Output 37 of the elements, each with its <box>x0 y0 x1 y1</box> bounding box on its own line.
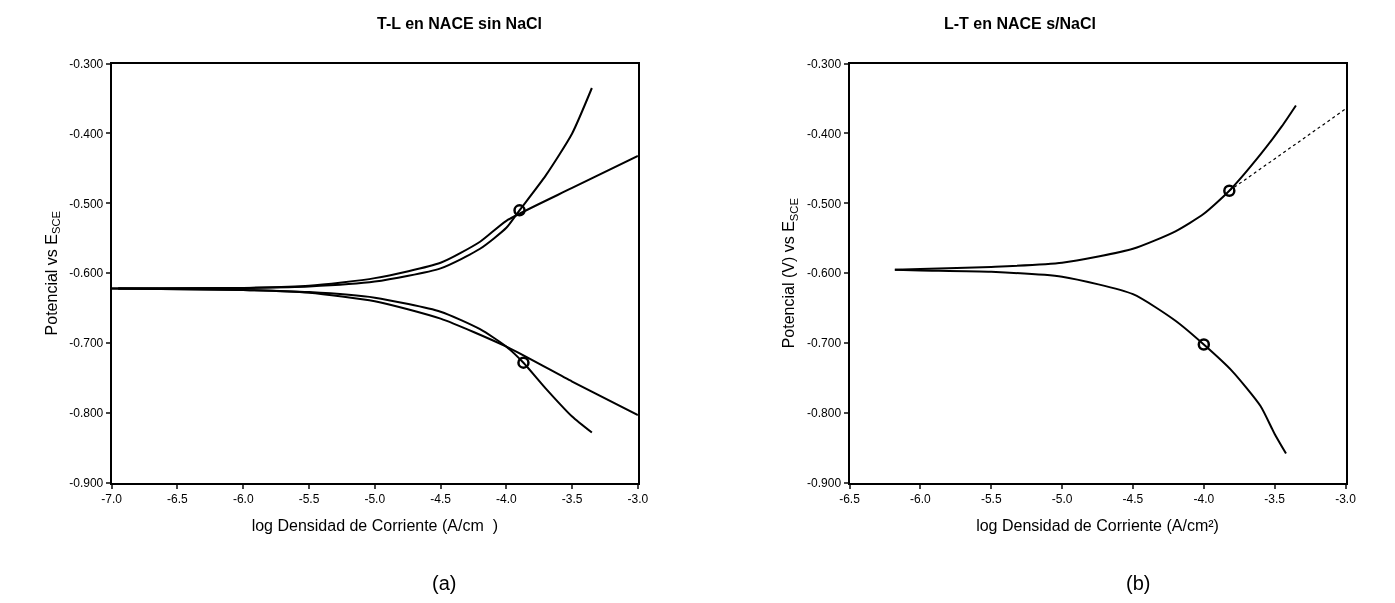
x-tick-label: -4.5 <box>1122 492 1144 507</box>
x-tick-label: -3.0 <box>1335 492 1357 507</box>
x-tick-label: -5.0 <box>1051 492 1073 507</box>
y-tick-label: -0.800 <box>69 406 104 421</box>
y-tick-label: -0.500 <box>69 196 104 211</box>
x-tick-label: -3.0 <box>627 492 649 507</box>
x-tick-label: -6.5 <box>839 492 861 507</box>
x-tick-label: -5.5 <box>980 492 1002 507</box>
text: (a) <box>432 572 457 594</box>
x-tick-label: -5.0 <box>364 492 386 507</box>
y-tick-label: -0.700 <box>807 336 842 351</box>
x-tick-label: -4.0 <box>1193 492 1215 507</box>
x-axis-title: log Densidad de Corriente (A/cm²) <box>976 516 1219 534</box>
y-tick-label: -0.600 <box>69 266 104 281</box>
y-tick-label: -0.900 <box>807 476 842 491</box>
chart-title: T-L en NACE sin NaCl <box>377 15 543 32</box>
y-tick-label: -0.400 <box>69 126 104 141</box>
x-tick-label: -4.0 <box>496 492 518 507</box>
y-tick-label: -0.700 <box>69 336 104 351</box>
y-tick-label: -0.300 <box>69 56 104 71</box>
y-tick-label: -0.500 <box>807 196 842 211</box>
y-tick-label: -0.400 <box>807 126 842 141</box>
chart-title: L-T en NACE s/NaCl <box>944 15 1097 32</box>
x-tick-label: -3.5 <box>561 492 583 507</box>
x-tick-label: -4.5 <box>430 492 452 507</box>
y-tick-label: -0.300 <box>807 56 842 71</box>
x-tick-label: -6.5 <box>167 492 189 507</box>
x-tick-label: -5.5 <box>298 492 320 507</box>
x-axis-title: log Densidad de Corriente (A/cm ) <box>251 516 498 534</box>
x-tick-label: -6.0 <box>232 492 254 507</box>
y-tick-label: -0.900 <box>69 476 104 491</box>
text: (b) <box>1126 572 1151 594</box>
x-tick-label: -7.0 <box>101 492 123 507</box>
x-tick-label: -3.5 <box>1264 492 1286 507</box>
x-tick-label: -6.0 <box>910 492 932 507</box>
y-tick-label: -0.600 <box>807 266 842 281</box>
y-tick-label: -0.800 <box>807 406 842 421</box>
